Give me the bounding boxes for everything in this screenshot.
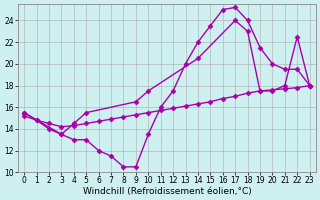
X-axis label: Windchill (Refroidissement éolien,°C): Windchill (Refroidissement éolien,°C) [83, 187, 251, 196]
